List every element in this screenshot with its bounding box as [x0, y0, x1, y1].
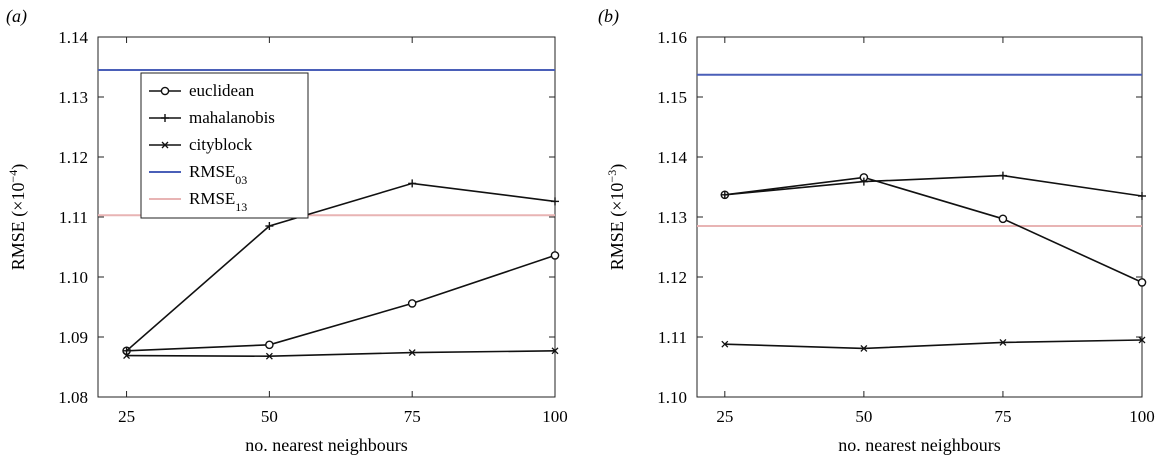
- chart-panel-b: (b) 1.10 1.11 1.12 1.13 1.14 1.15 1.16 25 50 75 100…: [598, 6, 1155, 455]
- legend-entry: euclidean: [149, 81, 255, 100]
- chart-panel-a: (a) 1.08 1.09 1.10 1.11 1.12 1.13 1.14 25 50 75 100…: [6, 6, 568, 455]
- y-tick-label: 1.09: [58, 328, 88, 347]
- legend-marker: [161, 141, 169, 149]
- y-tick-label: 1.15: [657, 88, 687, 107]
- series-line-mahalanobis: [126, 182, 556, 352]
- data-point-mahalanobis: [265, 222, 274, 230]
- data-point-mahalanobis: [122, 346, 131, 355]
- x-tick-label: 75: [994, 407, 1011, 426]
- data-point-mahalanobis: [1138, 192, 1146, 200]
- y-tick-label: 1.11: [59, 208, 88, 227]
- y-axis-label: RMSE (×10−4): [6, 164, 29, 270]
- marker-x-b: [860, 344, 868, 352]
- y-tick-label: 1.10: [657, 388, 687, 407]
- legend-label: RMSE13: [189, 189, 247, 214]
- marker-x-b: [123, 352, 131, 360]
- data-point-mahalanobis: [551, 197, 559, 206]
- legend-entry: cityblock: [149, 135, 253, 154]
- legend-label: RMSE03: [189, 162, 247, 187]
- legend-marker: [160, 86, 170, 96]
- data-point-euclidean: [550, 251, 560, 260]
- y-tick-label: 1.13: [58, 88, 88, 107]
- x-axis-label: no. nearest neighbours: [245, 435, 407, 455]
- y-tick-label: 1.14: [58, 28, 88, 47]
- y-tick-label: 1.12: [58, 148, 88, 167]
- legend-entry: mahalanobis: [149, 108, 275, 127]
- x-tick-label: 50: [261, 407, 278, 426]
- y-axis-label: RMSE (×10−3): [605, 164, 628, 270]
- y-tick-label: 1.10: [58, 268, 88, 287]
- data-point-cityblock: [408, 349, 416, 357]
- plot-frame: [696, 36, 1143, 398]
- y-tick-label: 1.16: [657, 28, 687, 47]
- marker-x-b: [999, 338, 1007, 346]
- marker-x-b: [721, 340, 729, 348]
- data-point-mahalanobis: [998, 171, 1007, 180]
- data-point-cityblock: [1138, 336, 1146, 344]
- legend-label: cityblock: [189, 135, 253, 154]
- data-point-mahalanobis: [859, 177, 868, 186]
- data-point-cityblock: [551, 347, 559, 355]
- marker-x-b: [551, 347, 559, 355]
- series-line-cityblock: [126, 350, 556, 358]
- x-tick-label: 25: [716, 407, 733, 426]
- x-tick-label: 25: [118, 407, 135, 426]
- legend-entry: RMSE13: [149, 189, 247, 214]
- marker-x-b: [265, 352, 273, 360]
- x-tick-label: 100: [1129, 407, 1155, 426]
- data-point-euclidean: [407, 299, 417, 308]
- marker-x-b: [1138, 336, 1146, 344]
- data-point-cityblock: [265, 352, 273, 360]
- legend-label: euclidean: [189, 81, 255, 100]
- y-tick-label: 1.14: [657, 148, 687, 167]
- panel-label: (b): [598, 6, 619, 27]
- y-tick-label: 1.08: [58, 388, 88, 407]
- series-line-euclidean: [724, 176, 1143, 284]
- panel-label: (a): [6, 6, 27, 27]
- x-tick-label: 75: [404, 407, 421, 426]
- y-tick-label: 1.13: [657, 208, 687, 227]
- series-line-mahalanobis: [724, 174, 1143, 197]
- data-point-cityblock: [860, 344, 868, 352]
- marker-x-b: [408, 349, 416, 357]
- data-point-euclidean: [1137, 278, 1147, 287]
- legend-label: mahalanobis: [189, 108, 275, 127]
- x-axis-label: no. nearest neighbours: [838, 435, 1000, 455]
- x-tick-label: 50: [855, 407, 872, 426]
- data-point-cityblock: [123, 352, 131, 360]
- data-point-mahalanobis: [408, 179, 417, 188]
- data-point-euclidean: [998, 214, 1008, 224]
- data-point-cityblock: [721, 340, 729, 348]
- data-point-cityblock: [999, 338, 1007, 346]
- data-point-euclidean: [265, 340, 274, 350]
- data-point-mahalanobis: [720, 190, 729, 199]
- legend: euclidean mahalanobis cityblock RMSE03RMSE1…: [140, 72, 309, 219]
- legend-entry: RMSE03: [149, 162, 247, 187]
- x-tick-label: 100: [542, 407, 568, 426]
- series-line-euclidean: [126, 254, 556, 352]
- y-tick-label: 1.12: [657, 268, 687, 287]
- series-line-cityblock: [724, 339, 1143, 350]
- y-tick-label: 1.11: [658, 328, 687, 347]
